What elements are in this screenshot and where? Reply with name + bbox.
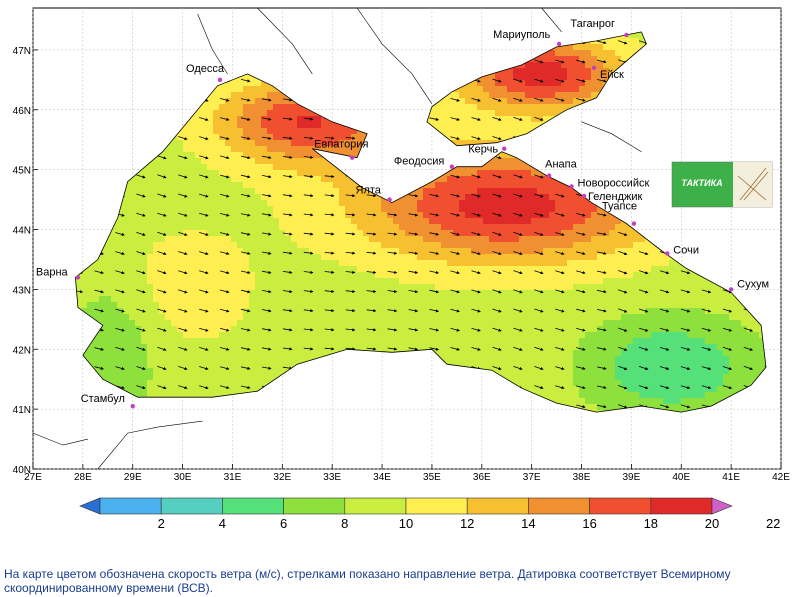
city-label: Геленджик [588,191,643,203]
colorbar-segment [160,497,223,515]
city-dot [449,164,455,169]
city-dot [581,193,587,199]
lon-tick-label: 39E [623,472,641,483]
lon-tick-label: 38E [573,472,591,483]
lat-tick-label: 47N [13,46,31,57]
map-caption: На карте цветом обозначена скорость ветр… [4,567,731,595]
city-dot [624,32,629,38]
city-dot [217,77,223,83]
city-label: Анапа [545,159,577,171]
lon-tick-label: 42E [772,472,790,483]
colorbar-label: 6 [280,516,287,531]
city-label: Одесса [186,63,225,75]
city-dot [631,221,637,226]
lon-tick-label: 28E [74,472,92,483]
colorbar-label: 8 [341,516,348,531]
lat-tick-label: 46N [13,106,31,117]
colorbar-label: 4 [219,516,226,531]
lon-tick-label: 29E [124,472,142,483]
lon-tick-label: 35E [423,472,441,483]
lat-tick-label: 45N [13,166,31,177]
colorbar-label: 22 [766,516,780,531]
colorbar: 2 4 6 8 10 12 14 16 18 20 22 [79,497,780,531]
city-label: Мариуполь [493,29,550,41]
lon-tick-label: 41E [722,472,740,483]
colorbar-label: 2 [158,516,165,531]
city-markers: Мариуполь Таганрог Одесса Ейск Евпатория Феод… [36,18,769,409]
colorbar-segment [528,497,590,515]
city-dot [75,275,81,280]
city-dot [130,403,135,409]
logo-text: ТАКТИКА [681,178,722,188]
axis-ticks: 27E 28E 29E 30E 31E 32E 33E 34E 35E 36E 37E 38E 39E 4… [13,46,791,483]
lon-tick-label: 31E [224,472,242,483]
colorbar-segment [344,497,407,515]
city-dot [502,146,507,151]
lat-tick-label: 40N [13,465,31,476]
coastline [32,7,767,470]
city-label: Ялта [356,185,382,197]
city-dot [591,65,597,71]
city-dot [387,197,392,202]
city-label: Сухум [737,278,769,290]
city-label: Туапсе [602,201,637,213]
wind-map: 27E 28E 29E 30E 31E 32E 33E 34E 35E 36E 37E 38E 39E 4… [13,7,791,531]
lat-tick-label: 44N [13,226,31,237]
city-dot [556,41,562,47]
lat-tick-label: 42N [13,345,31,356]
colorbar-label: 18 [644,516,658,531]
lon-tick-label: 33E [323,472,341,483]
city-label: Евпатория [314,139,368,151]
colorbar-max-arrow [711,497,733,515]
city-dot [665,251,670,256]
lon-tick-label: 32E [273,472,291,483]
city-label: Таганрог [570,18,615,30]
lat-tick-label: 41N [13,405,31,416]
colorbar-segment [466,497,529,515]
lon-tick-label: 37E [523,472,541,483]
city-label: Ейск [600,69,624,81]
colorbar-min-arrow [79,497,101,515]
colorbar-label: 12 [460,516,474,531]
colorbar-segment [589,497,652,515]
city-label: Сочи [673,244,699,256]
city-label: Новороссийск [578,177,650,189]
lon-tick-label: 27E [24,472,42,483]
colorbar-label: 16 [582,516,596,531]
colorbar-label: 20 [705,516,719,531]
city-label: Керчь [468,144,498,156]
city-label: Варна [36,266,69,278]
city-dot [349,155,355,160]
colorbar-label: 10 [399,516,413,531]
colorbar-segment [99,497,162,515]
city-dot [546,173,552,178]
lon-tick-label: 34E [373,472,391,483]
tactic-logo: ТАКТИКА [671,161,773,208]
city-dot [569,184,574,189]
colorbar-segment [222,497,284,515]
lon-tick-label: 30E [174,472,192,483]
city-dot [728,287,734,292]
colorbar-segment [650,497,713,515]
lon-tick-label: 40E [672,472,690,483]
colorbar-segment [405,497,468,515]
lon-tick-label: 36E [473,472,491,483]
city-label: Стамбул [81,393,125,405]
lat-tick-label: 43N [13,285,31,296]
colorbar-label: 14 [521,516,535,531]
city-label: Феодосия [394,156,445,168]
colorbar-segment [283,497,346,515]
